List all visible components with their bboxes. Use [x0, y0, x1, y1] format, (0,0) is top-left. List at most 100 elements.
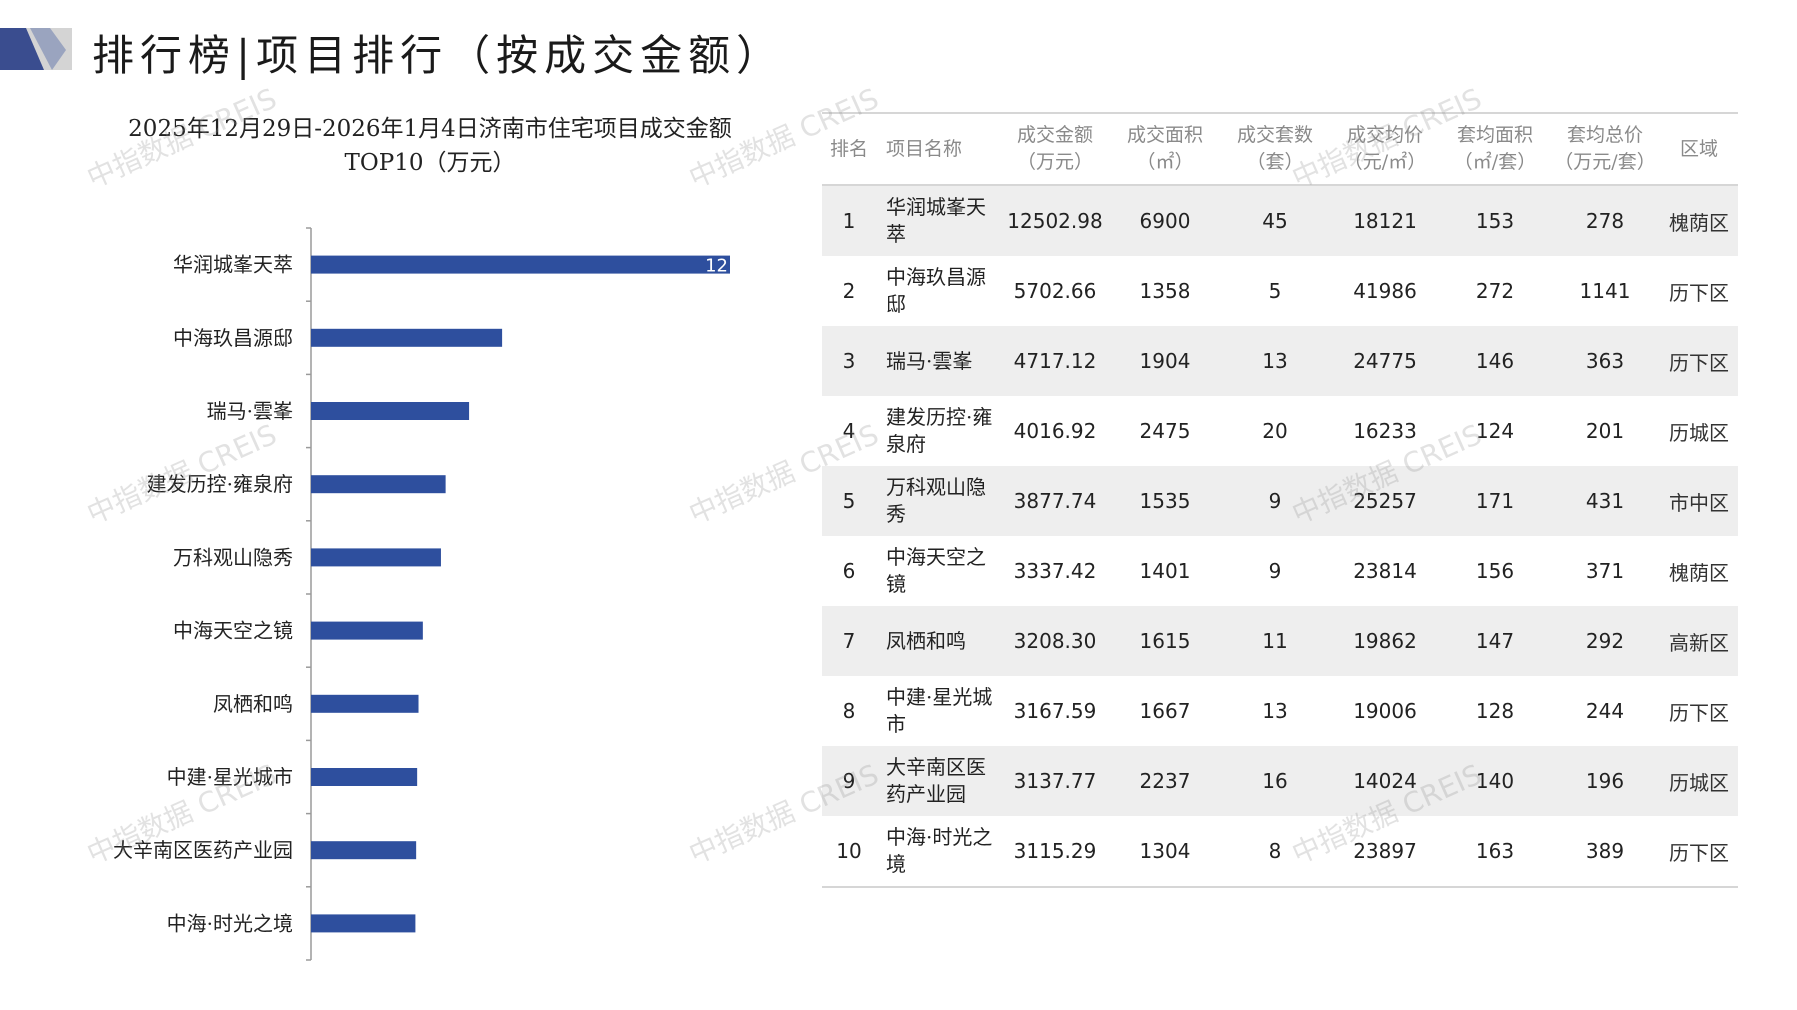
- project-name-cell: 凤栖和鸣: [876, 606, 1000, 676]
- bar: [311, 548, 441, 567]
- value-cell: 11: [1220, 606, 1330, 676]
- column-header: 成交套数 （套）: [1220, 112, 1330, 186]
- column-header-text: 区域: [1679, 137, 1718, 160]
- value-cell: 278: [1550, 185, 1660, 256]
- value-cell: 41986: [1353, 279, 1417, 303]
- value-cell: 1401: [1139, 559, 1191, 583]
- column-header-text: （套）: [1246, 151, 1304, 173]
- value-cell: 3137.77: [1000, 746, 1110, 816]
- value-cell: 431: [1550, 466, 1660, 536]
- value-cell: 9: [1268, 559, 1282, 583]
- category-label: 中海玖昌源邸: [173, 326, 293, 350]
- category-label: 中建·星光城市: [167, 765, 293, 789]
- table-row: 2 中海玖昌源邸 5702.66 1358 5 41986 272 1141 历下区: [822, 256, 1738, 326]
- value-cell: 196: [1550, 746, 1660, 816]
- value-cell: 201: [1585, 419, 1625, 443]
- column-header: 套均总价 （万元/套）: [1550, 112, 1660, 186]
- value-cell: 6900: [1110, 185, 1220, 256]
- project-name-cell: 华润城峯天萃: [876, 185, 1000, 256]
- value-cell: 16: [1220, 746, 1330, 816]
- table-row: 3 瑞马·雲峯 4717.12 1904 13 24775 146 363 历下区: [822, 326, 1738, 396]
- value-cell: 25257: [1330, 466, 1440, 536]
- value-cell: 2475: [1139, 419, 1191, 443]
- bar: [311, 328, 503, 347]
- project-name-cell: 中海·时光之境: [876, 816, 1000, 888]
- value-cell: 13: [1220, 326, 1330, 396]
- column-header-text: 成交均价: [1346, 124, 1423, 146]
- category-label: 中海·时光之境: [167, 911, 293, 935]
- value-cell: 140: [1440, 746, 1550, 816]
- value-cell: 1615: [1110, 606, 1220, 676]
- table-row: 1 华润城峯天萃 12502.98 6900 45 18121 153 278 槐荫区: [822, 185, 1738, 256]
- value-cell: 1141: [1579, 279, 1631, 303]
- value-cell: 3337.42: [1013, 559, 1097, 583]
- rank-cell: 5: [822, 466, 876, 536]
- category-label: 万科观山隐秀: [173, 545, 293, 569]
- table-row: 6 中海天空之镜 3337.42 1401 9 23814 156 371 槐荫区: [822, 536, 1738, 606]
- value-cell: 1304: [1110, 816, 1220, 888]
- district-cell: 槐荫区: [1660, 185, 1738, 256]
- district-cell: 市中区: [1660, 466, 1738, 536]
- value-cell: 3208.30: [1000, 606, 1110, 676]
- value-cell: 147: [1440, 606, 1550, 676]
- bar: [311, 694, 419, 713]
- value-cell: 389: [1550, 816, 1660, 888]
- value-cell: 8: [1220, 816, 1330, 888]
- table-row: 4 建发历控·雍泉府 4016.92 2475 20 16233 124 201 历城区: [822, 396, 1738, 466]
- value-cell: 23897: [1330, 816, 1440, 888]
- column-header: 成交面积 （㎡）: [1110, 112, 1220, 186]
- value-cell: 19862: [1330, 606, 1440, 676]
- value-cell: 2237: [1110, 746, 1220, 816]
- rank-cell: 10: [822, 816, 876, 888]
- chart-title-line2: TOP10（万元）: [344, 150, 516, 176]
- value-cell: 1358: [1139, 279, 1191, 303]
- value-cell: 292: [1550, 606, 1660, 676]
- value-cell: 5702.66: [1013, 279, 1097, 303]
- column-header-text: 项目名称: [886, 137, 963, 160]
- district-cell: 高新区: [1660, 606, 1738, 676]
- table-row: 8 中建·星光城市 3167.59 1667 13 19006 128 244 历下区: [822, 676, 1738, 746]
- column-header: 排名: [822, 112, 876, 186]
- value-cell: 156: [1475, 559, 1515, 583]
- value-cell: 20: [1262, 419, 1288, 443]
- column-header: 区域: [1660, 112, 1738, 186]
- category-label: 中海天空之镜: [173, 619, 293, 643]
- rank-cell: 7: [822, 606, 876, 676]
- value-cell: 45: [1220, 185, 1330, 256]
- chart-title-line1: 2025年12月29日-2026年1月4日济南市住宅项目成交金额: [128, 116, 732, 142]
- column-header-text: （㎡）: [1136, 151, 1194, 173]
- data-label: 12: [705, 256, 728, 277]
- rank-cell: 6: [842, 559, 856, 583]
- value-cell: 371: [1585, 559, 1625, 583]
- value-cell: 12502.98: [1000, 185, 1110, 256]
- project-name-cell: 中海天空之镜: [886, 545, 986, 596]
- district-cell: 历下区: [1669, 280, 1729, 305]
- page-title: 排行榜|项目排行（按成交金额）: [92, 31, 785, 80]
- project-name-cell: 大辛南区医药产业园: [876, 746, 1000, 816]
- value-cell: 18121: [1330, 185, 1440, 256]
- value-cell: 124: [1475, 419, 1515, 443]
- rank-cell: 2: [842, 279, 856, 303]
- chart-title: 2025年12月29日-2026年1月4日济南市住宅项目成交金额 TOP10（万…: [80, 112, 780, 180]
- value-cell: 363: [1550, 326, 1660, 396]
- district-cell: 槐荫区: [1669, 560, 1729, 585]
- column-header-text: （万元）: [1016, 151, 1093, 173]
- bar: [311, 255, 730, 274]
- district-cell: 历下区: [1660, 326, 1738, 396]
- value-cell: 4016.92: [1013, 419, 1097, 443]
- value-cell: 3877.74: [1000, 466, 1110, 536]
- column-header-text: 成交套数: [1236, 124, 1313, 146]
- ranking-table: 排名 项目名称 成交金额 （万元） 成交面积 （㎡） 成交套数 （套） 成交均价 （元/㎡） 套均面…: [822, 112, 1738, 888]
- table-row: 10 中海·时光之境 3115.29 1304 8 23897 163 389 历下区: [822, 816, 1738, 888]
- district-cell: 历下区: [1660, 816, 1738, 888]
- rank-cell: 4: [842, 419, 856, 443]
- category-label: 凤栖和鸣: [213, 692, 293, 716]
- column-header: 套均面积 （㎡/套）: [1440, 112, 1550, 186]
- category-label: 大辛南区医药产业园: [113, 838, 293, 862]
- table-header-row: 排名 项目名称 成交金额 （万元） 成交面积 （㎡） 成交套数 （套） 成交均价 （元/㎡） 套均面…: [822, 112, 1738, 186]
- project-name-cell: 中建·星光城市: [886, 685, 993, 736]
- column-header-text: （㎡/套）: [1453, 151, 1537, 173]
- value-cell: 9: [1220, 466, 1330, 536]
- bar: [311, 841, 417, 860]
- column-header-text: 成交金额: [1016, 124, 1093, 146]
